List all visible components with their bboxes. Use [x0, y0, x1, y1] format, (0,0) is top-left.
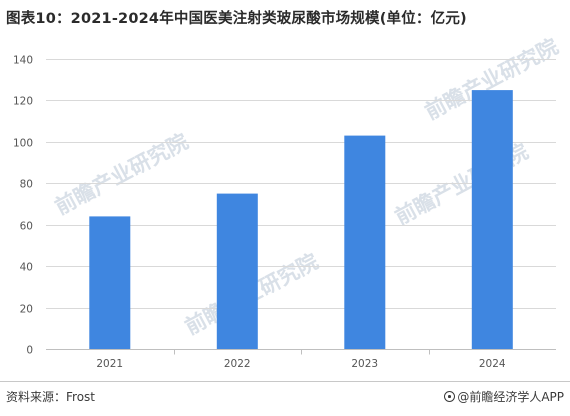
y-tick-label: 140: [13, 54, 33, 66]
x-tick-label: 2022: [224, 358, 251, 370]
y-tick-label: 120: [13, 95, 33, 107]
y-tick-label: 0: [26, 344, 33, 356]
chart-title: 图表10：2021-2024年中国医美注射类玻尿酸市场规模(单位：亿元): [6, 11, 467, 27]
bar-chart: 前瞻产业研究院前瞻产业研究院前瞻产业研究院前瞻产业研究院 02040608010…: [13, 34, 562, 370]
y-tick-label: 60: [20, 220, 33, 232]
footer-divider: [0, 381, 570, 382]
bar: [89, 216, 131, 349]
gridlines: [46, 59, 556, 309]
axes: 0 20 40 60 80 100 120 140 2021 2022 2023 2024: [13, 54, 556, 370]
footer: 资料来源：Frost @前瞻经济学人APP: [0, 381, 570, 416]
x-tick-label: 2024: [479, 358, 506, 370]
credit: @前瞻经济学人APP: [444, 388, 564, 405]
y-tick-label: 80: [20, 178, 33, 190]
bar: [344, 135, 386, 349]
weibo-icon: [444, 391, 456, 402]
y-tick-label: 100: [13, 137, 33, 149]
x-tick-label: 2021: [96, 358, 123, 370]
x-tick-label: 2023: [351, 358, 378, 370]
source-note: 资料来源：Frost: [6, 390, 95, 404]
bar: [471, 90, 513, 349]
y-tick-label: 20: [20, 303, 33, 315]
y-tick-label: 40: [20, 261, 33, 273]
bars: [89, 90, 513, 349]
credit-text: @前瞻经济学人APP: [457, 390, 564, 404]
bar: [216, 193, 258, 349]
